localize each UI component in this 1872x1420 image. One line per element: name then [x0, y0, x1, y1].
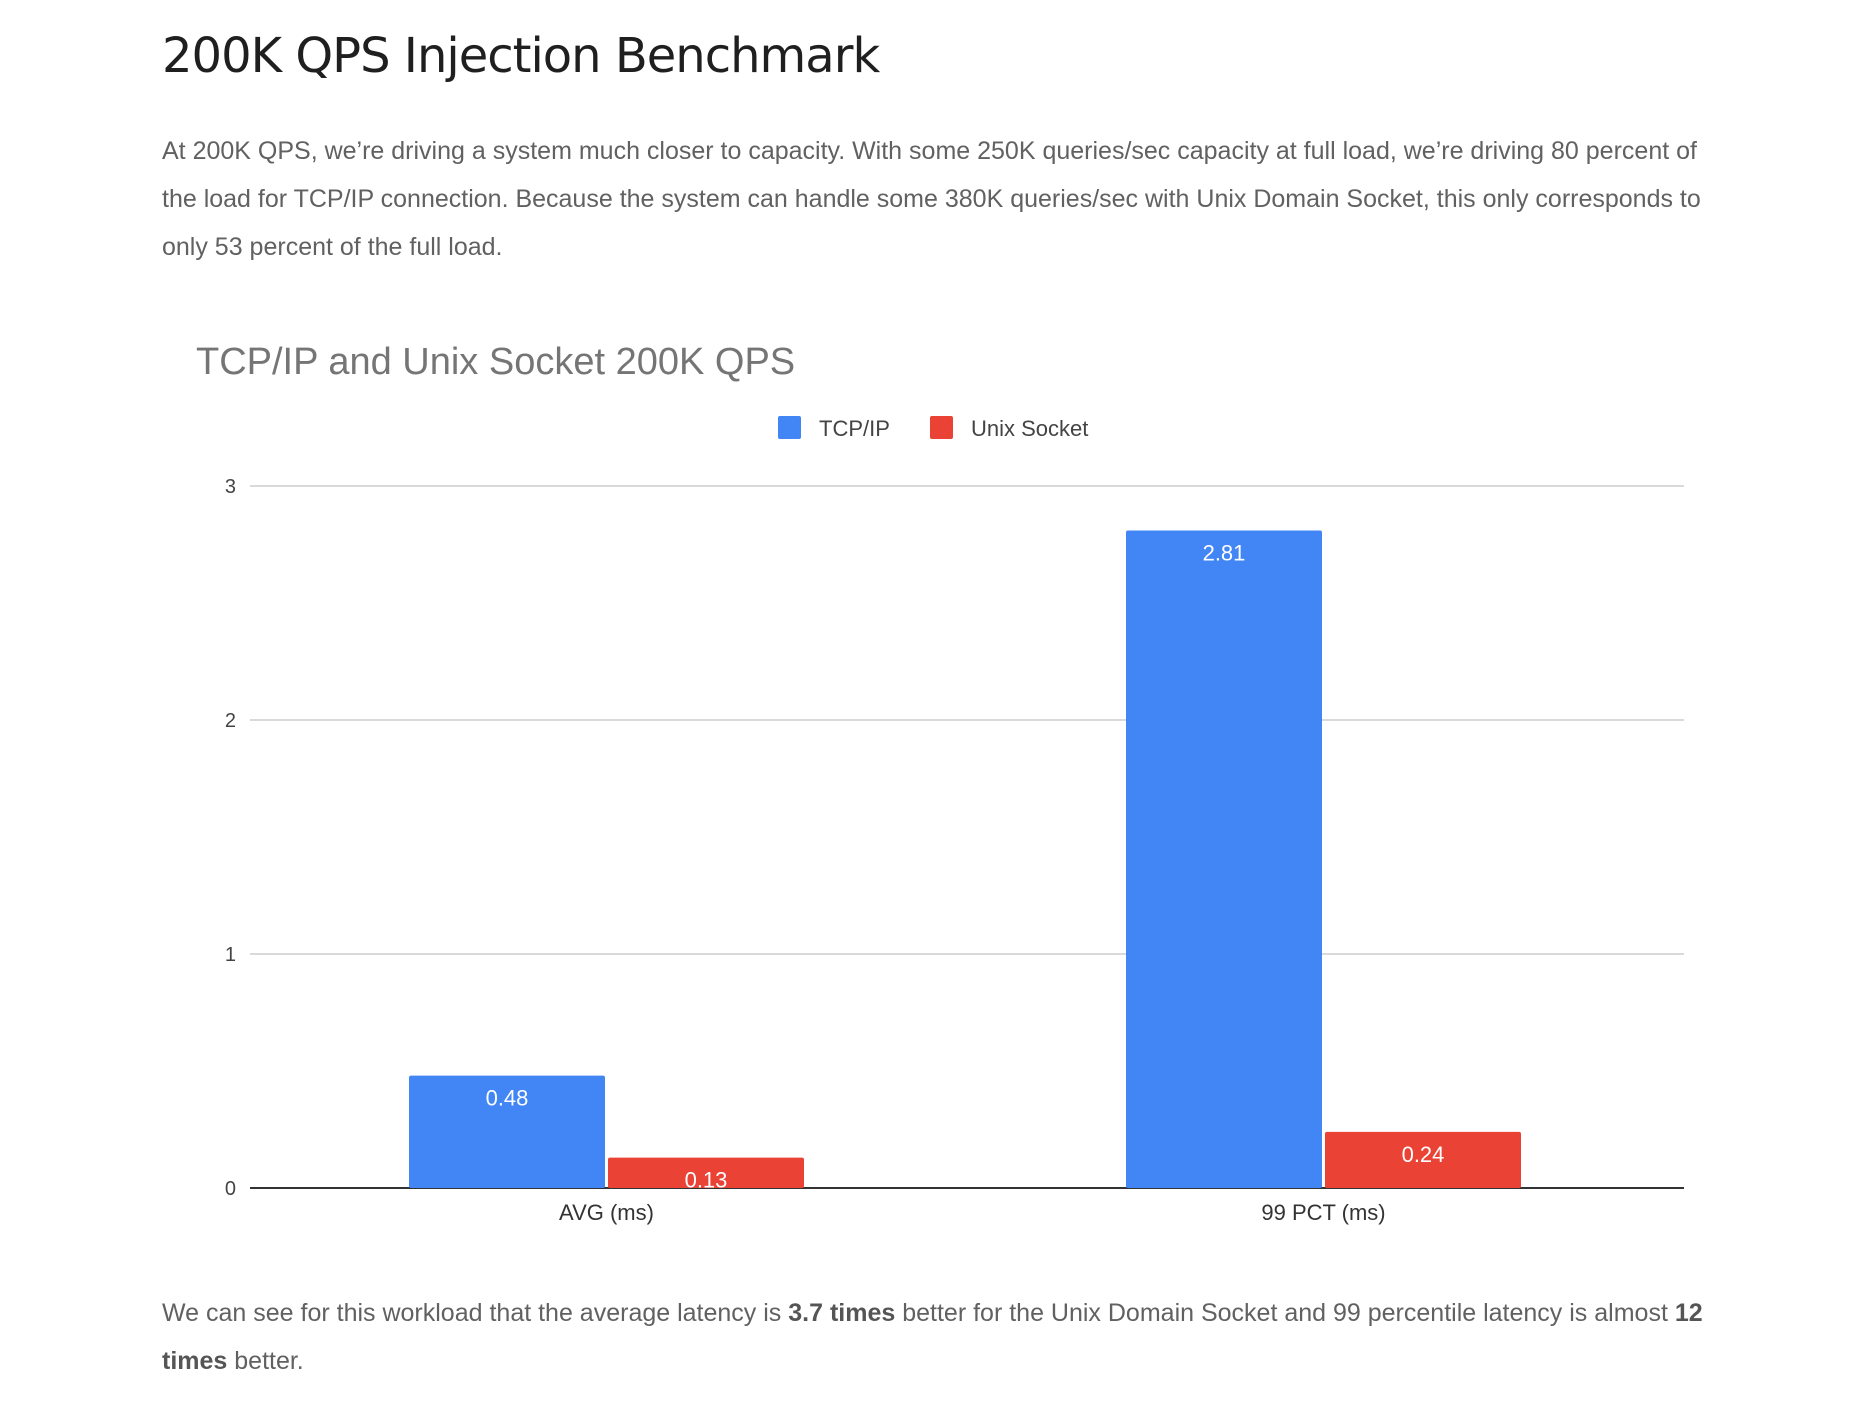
x-category-label: 99 PCT (ms): [1261, 1200, 1385, 1225]
conclusion-text: We can see for this workload that the av…: [162, 1299, 789, 1327]
page-title: 200K QPS Injection Benchmark: [162, 28, 880, 84]
y-tick-label: 1: [225, 944, 236, 966]
x-category-label: AVG (ms): [559, 1200, 654, 1225]
bars: 0.48 0.13 2.81 0.24: [409, 530, 1521, 1193]
bar-unix: [608, 1157, 804, 1188]
data-label: 0.24: [1402, 1142, 1445, 1167]
conclusion-bold: 12 times: [162, 1299, 1703, 1375]
bar-tcp: [1126, 530, 1322, 1188]
y-tick-label: 2: [225, 710, 236, 732]
data-label: 0.48: [486, 1086, 529, 1111]
y-tick-label: 0: [225, 1178, 236, 1200]
conclusion-bold: 3.7 times: [788, 1299, 896, 1327]
conclusion-text: better for the Unix Domain Socket and 99…: [895, 1299, 1675, 1327]
legend-label: Unix Socket: [971, 416, 1088, 441]
category-labels: AVG (ms) 99 PCT (ms): [559, 1200, 1386, 1225]
y-tick-label: 3: [225, 476, 236, 498]
bar-chart: TCP/IP and Unix Socket 200K QPS TCP/IP Un…: [196, 341, 1684, 1225]
bar-tcp: [409, 1075, 605, 1188]
legend-swatch-unix: [930, 416, 953, 439]
chart-title: TCP/IP and Unix Socket 200K QPS: [196, 341, 795, 383]
conclusion-text: better.: [227, 1347, 304, 1375]
legend: TCP/IP Unix Socket: [778, 416, 1088, 441]
intro-paragraph: At 200K QPS, we’re driving a system much…: [162, 137, 1701, 261]
legend-swatch-tcp: [778, 416, 801, 439]
conclusion-paragraph: We can see for this workload that the av…: [162, 1289, 1732, 1385]
data-label: 2.81: [1203, 540, 1246, 565]
data-label: 0.13: [685, 1168, 728, 1193]
legend-label: TCP/IP: [819, 416, 890, 441]
bar-unix: [1325, 1131, 1521, 1188]
